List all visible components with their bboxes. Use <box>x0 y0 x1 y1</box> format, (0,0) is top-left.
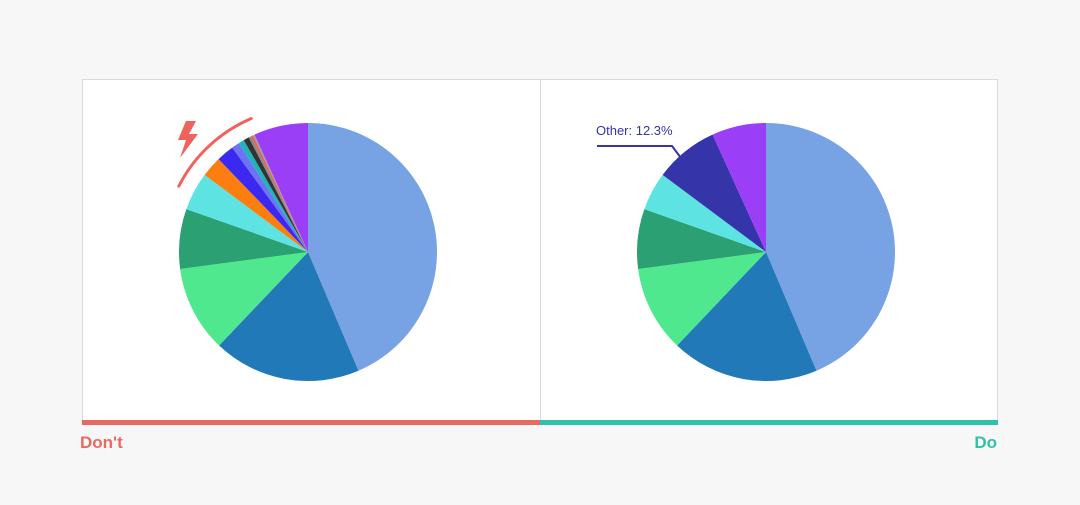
pie-slice-dont-14 <box>254 123 308 252</box>
pie-slice-do-2 <box>677 252 817 382</box>
lightning-bolt-icon <box>178 121 198 158</box>
dont-underline-bar <box>82 420 540 425</box>
pie-slice-do-1 <box>766 123 896 371</box>
pie-chart-dont <box>178 123 438 382</box>
pie-slice-do-3 <box>638 252 766 346</box>
pie-slice-dont-6 <box>204 159 308 252</box>
pie-slice-dont-5 <box>186 174 308 252</box>
pie-slice-dont-11 <box>248 136 308 252</box>
pie-slice-dont-3 <box>180 252 308 346</box>
callout-leader-line <box>597 145 682 159</box>
warning-arc <box>177 117 253 188</box>
do-underline-bar <box>540 420 998 425</box>
pie-slice-do-6 <box>662 134 766 252</box>
pie-slice-dont-7 <box>218 147 308 252</box>
pie-slice-dont-10 <box>243 137 308 252</box>
pie-slice-dont-12 <box>250 135 308 252</box>
pie-slice-do-4 <box>636 209 766 269</box>
pie-slice-dont-9 <box>238 140 308 252</box>
do-label: Do <box>974 433 997 452</box>
other-slice-label: Other: 12.3% <box>596 123 673 138</box>
pie-slice-dont-1 <box>308 123 438 371</box>
pie-chart-do <box>636 123 896 382</box>
pie-slice-dont-2 <box>219 252 359 382</box>
other-callout: Other: 12.3% <box>596 123 682 159</box>
warning-marker <box>177 117 253 188</box>
pie-slice-dont-8 <box>232 143 308 252</box>
pie-slice-do-7 <box>712 123 766 252</box>
pie-slice-do-5 <box>644 174 766 252</box>
dont-label: Don't <box>80 433 123 452</box>
pie-slice-dont-13 <box>253 134 308 252</box>
pie-slice-dont-4 <box>178 209 308 269</box>
